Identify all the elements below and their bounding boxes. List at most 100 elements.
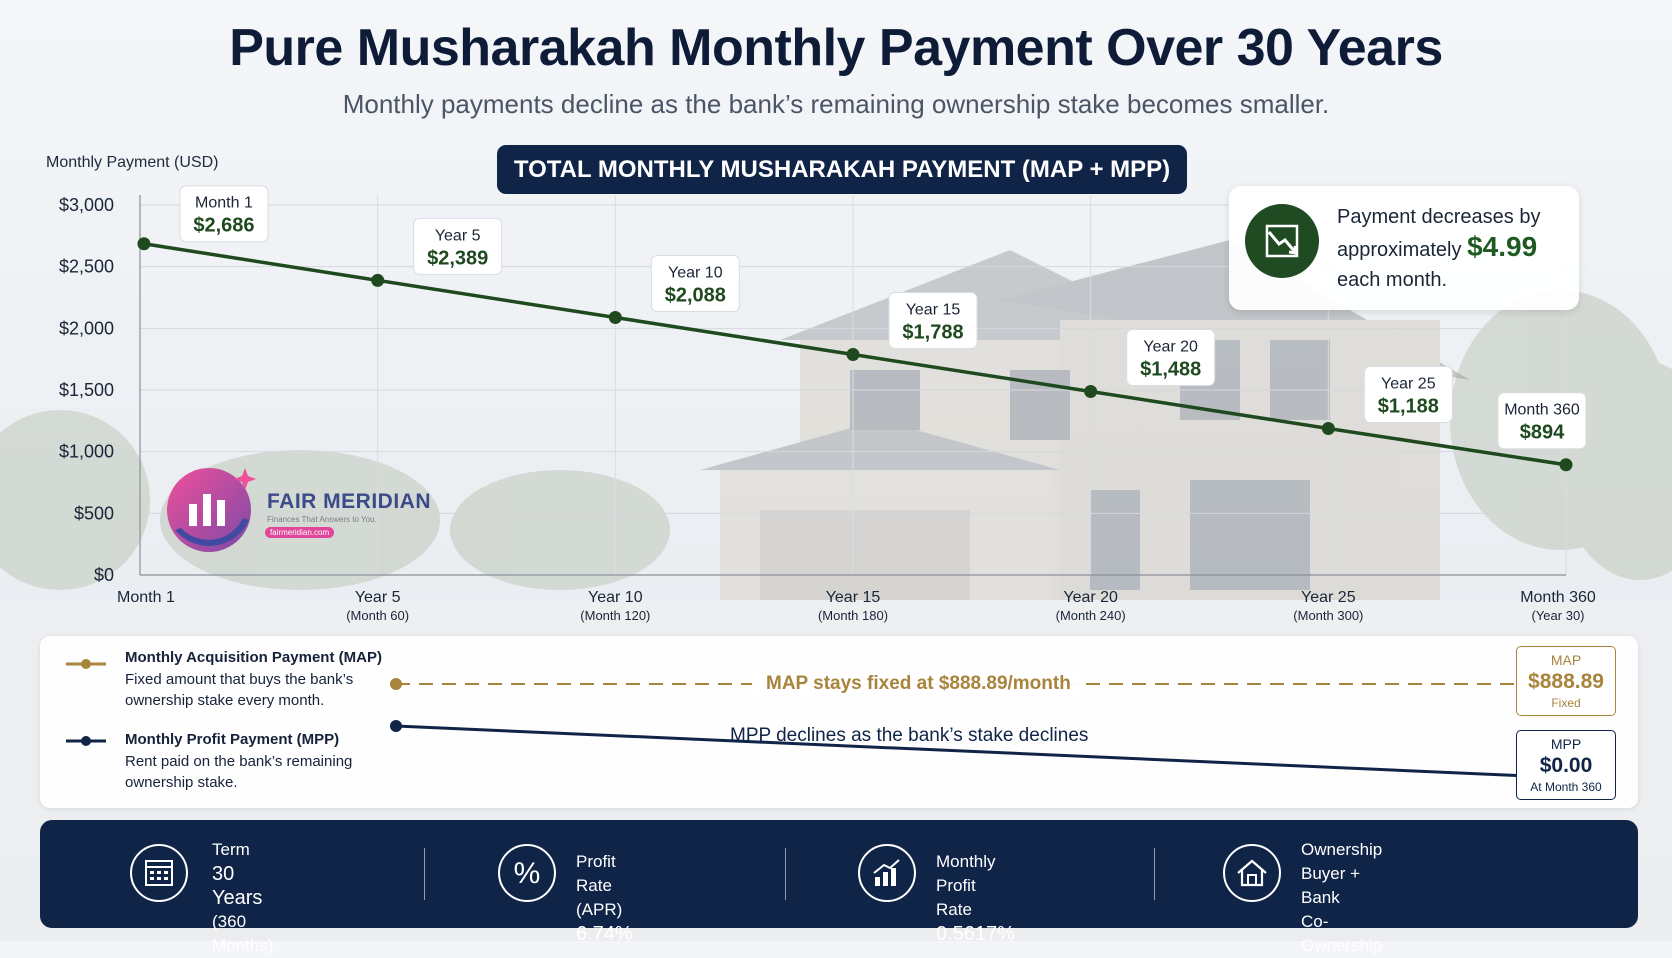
callout-line2: approximately — [1337, 239, 1462, 261]
fair-meridian-logo: FAIR MERIDIAN Finances That Answers to Y… — [163, 460, 453, 560]
callout-amount: $4.99 — [1467, 231, 1538, 262]
x-tick-label: Year 5 — [355, 589, 401, 606]
x-tick-sublabel: (Month 120) — [580, 608, 650, 623]
y-axis-title: Monthly Payment (USD) — [46, 154, 219, 171]
y-tick-label: $3,000 — [59, 195, 114, 215]
data-label-period: Year 25 — [1381, 375, 1436, 392]
data-label-box — [1363, 365, 1453, 423]
data-point — [608, 310, 622, 324]
x-tick-label: Year 20 — [1063, 589, 1118, 606]
house-icon — [1223, 844, 1281, 902]
legend-panel: Monthly Acquisition Payment (MAP) Fixed … — [40, 636, 1638, 808]
data-label-period: Month 1 — [195, 195, 253, 212]
payment-line-chart: $0 $500 $1,000 $1,500 $2,000 $2,500 $3,000 Mont… — [59, 185, 1596, 623]
map-fixed-note: MAP stays fixed at $888.89/month — [752, 673, 1085, 695]
callout-text: Payment decreases by approximately $4.99… — [1337, 202, 1572, 295]
data-label-value: $894 — [1520, 422, 1565, 444]
data-point — [1559, 458, 1573, 472]
logo-name: FAIR MERIDIAN — [267, 490, 431, 513]
data-label-value: $2,389 — [427, 247, 488, 269]
footer-divider — [1154, 848, 1155, 900]
y-tick-label: $1,500 — [59, 380, 114, 400]
footer-divider — [424, 848, 425, 900]
data-label-box — [179, 185, 269, 243]
logo-url: fairmeridian.com — [265, 527, 335, 538]
data-label-box — [413, 217, 503, 275]
calendar-icon — [130, 844, 188, 902]
x-tick-label: Month 360 — [1520, 589, 1596, 606]
page-title: Pure Musharakah Monthly Payment Over 30 … — [229, 19, 1443, 77]
chart-banner: TOTAL MONTHLY MUSHARAKAH PAYMENT (MAP + … — [497, 145, 1187, 194]
y-tick-label: $0 — [94, 565, 114, 585]
data-label-period: Year 5 — [435, 227, 481, 244]
logo-tagline: Finances That Answers to You. — [267, 515, 377, 524]
data-point — [1321, 421, 1335, 435]
y-tick-label: $500 — [74, 503, 114, 523]
map-box-head: MAP — [1550, 652, 1582, 668]
x-tick-sublabel: (Month 240) — [1056, 608, 1126, 623]
x-tick-label: Year 15 — [826, 589, 881, 606]
data-label-box — [650, 254, 740, 312]
x-tick-label: Year 25 — [1301, 589, 1356, 606]
data-label-value: $1,488 — [1140, 358, 1201, 380]
x-tick-label: Month 1 — [117, 589, 175, 606]
callout-line3: each month. — [1337, 269, 1448, 291]
map-box-foot: Fixed — [1551, 696, 1581, 710]
decrease-callout: Payment decreases by approximately $4.99… — [1229, 186, 1579, 310]
y-tick-label: $1,000 — [59, 442, 114, 462]
term-value: 30 Years — [212, 863, 263, 909]
svg-text:%: % — [514, 857, 541, 890]
x-tick-sublabel: (Month 180) — [818, 608, 888, 623]
data-label-period: Year 15 — [906, 301, 961, 318]
map-box-value: $888.89 — [1528, 670, 1604, 693]
mpp-legend-swatch — [66, 736, 106, 746]
profit-rate-label: Profit Rate (APR) — [576, 852, 623, 919]
profit-rate-value: 6.74% — [576, 923, 633, 945]
callout-line1: Payment decreases by — [1337, 206, 1541, 228]
map-legend-desc: Fixed amount that buys the bank’s owners… — [125, 671, 354, 709]
mpp-decline-note: MPP declines as the bank’s stake decline… — [730, 725, 1089, 746]
mpp-box-foot: At Month 360 — [1530, 780, 1602, 794]
x-tick-label: Year 10 — [588, 589, 643, 606]
data-label-box — [888, 291, 978, 349]
ownership-extra: Co-Ownership — [1301, 912, 1383, 955]
ownership-label: Ownership — [1301, 840, 1383, 859]
y-tick-label: $2,500 — [59, 257, 114, 277]
data-label-period: Year 10 — [668, 264, 723, 281]
data-label-value: $2,686 — [193, 215, 254, 237]
data-label-period: Month 360 — [1504, 402, 1580, 419]
monthly-profit-rate-label: Monthly Profit Rate — [936, 852, 996, 919]
mpp-box-value: $0.00 — [1539, 754, 1593, 777]
data-point — [846, 347, 860, 361]
bar-chart-icon — [858, 844, 916, 902]
percent-icon: % — [498, 844, 556, 902]
page-subtitle: Monthly payments decline as the bank’s r… — [342, 89, 1330, 119]
data-label-box — [1126, 328, 1216, 386]
monthly-profit-rate-value: 0.5617% — [936, 923, 1015, 945]
trend-down-icon — [1245, 204, 1319, 278]
loan-summary-footer: Term 30 Years (360 Months) % Profit Rate… — [40, 820, 1638, 955]
data-label-box — [1497, 392, 1587, 450]
data-point — [1084, 384, 1098, 398]
mpp-box-head: MPP — [1550, 736, 1582, 752]
footer-divider — [785, 848, 786, 900]
logo-mark-icon — [167, 468, 256, 552]
map-legend-swatch — [66, 659, 106, 669]
data-label-period: Year 20 — [1143, 338, 1198, 355]
x-tick-sublabel: (Year 30) — [1532, 608, 1585, 623]
mpp-legend-desc: Rent paid on the bank’s remaining owners… — [125, 753, 353, 791]
map-value-box: MAP $888.89 Fixed — [1516, 646, 1616, 716]
mpp-value-box: MPP $0.00 At Month 360 — [1516, 730, 1616, 800]
data-label-value: $1,788 — [902, 321, 963, 343]
map-legend-title: Monthly Acquisition Payment (MAP) — [125, 649, 382, 666]
ownership-value: Buyer + Bank — [1301, 864, 1361, 907]
data-point — [371, 273, 385, 287]
x-tick-sublabel: (Month 300) — [1293, 608, 1363, 623]
term-label: Term — [212, 840, 250, 859]
data-label-value: $2,088 — [665, 284, 726, 306]
mpp-legend-title: Monthly Profit Payment (MPP) — [125, 731, 340, 748]
data-label-value: $1,188 — [1378, 395, 1439, 417]
data-point — [137, 237, 151, 251]
term-extra: (360 Months) — [212, 912, 274, 955]
y-tick-label: $2,000 — [59, 318, 114, 338]
